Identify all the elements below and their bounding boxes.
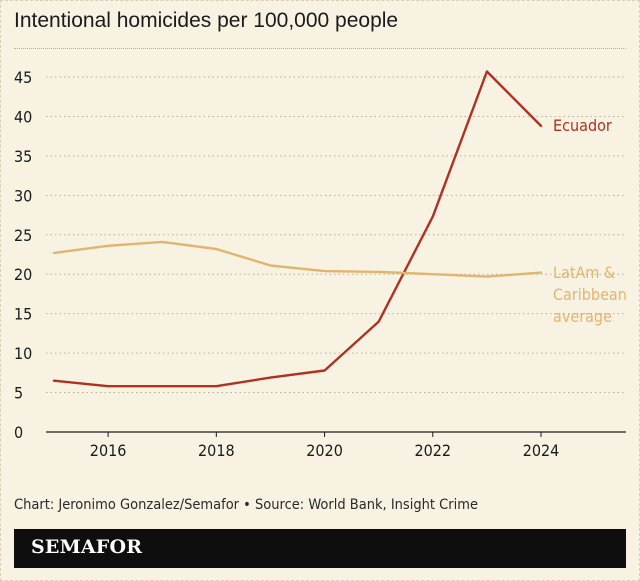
y-tick-label: 25: [14, 226, 32, 245]
source-credit: Chart: Jeronimo Gonzalez/Semafor • Sourc…: [14, 497, 478, 513]
x-tick-label: 2018: [198, 441, 235, 460]
y-tick-label: 10: [14, 344, 32, 363]
x-tick-label: 2024: [523, 441, 560, 460]
series-label-latam-average: Caribbean: [553, 285, 627, 304]
x-tick-label: 2020: [306, 441, 343, 460]
y-tick-label: 40: [14, 107, 32, 126]
series-label-latam-average: LatAm &: [553, 263, 615, 282]
series: [52, 70, 543, 388]
brand-bar: SEMAFOR: [14, 529, 626, 568]
y-tick-label: 35: [14, 147, 32, 166]
x-tick-label: 2022: [414, 441, 451, 460]
series-label-latam-average: average: [553, 307, 612, 326]
series-line-latam-average: [52, 240, 543, 278]
axes: 0 5 10 15 20 25 30 35 40 45 2016 2018 2020 2022 2024: [14, 68, 626, 460]
chart-title: Intentional homicides per 100,000 people: [14, 9, 399, 32]
y-tick-label: 30: [14, 186, 32, 205]
y-tick-label: 15: [14, 305, 32, 324]
y-tick-label: 45: [14, 68, 32, 87]
series-line-ecuador: [52, 70, 543, 388]
x-tick-label: 2016: [90, 441, 127, 460]
y-tick-label: 0: [14, 423, 23, 442]
y-tick-label: 5: [14, 384, 23, 403]
series-label-ecuador: Ecuador: [553, 116, 612, 135]
y-tick-label: 20: [14, 265, 32, 284]
line-chart: 0 5 10 15 20 25 30 35 40 45 2016 2018 2020 2022 2024 E…: [14, 68, 627, 460]
series-labels: Ecuador LatAm & Caribbean average: [553, 116, 627, 326]
semafor-logo: SEMAFOR: [31, 536, 143, 558]
title-divider: [14, 48, 626, 49]
